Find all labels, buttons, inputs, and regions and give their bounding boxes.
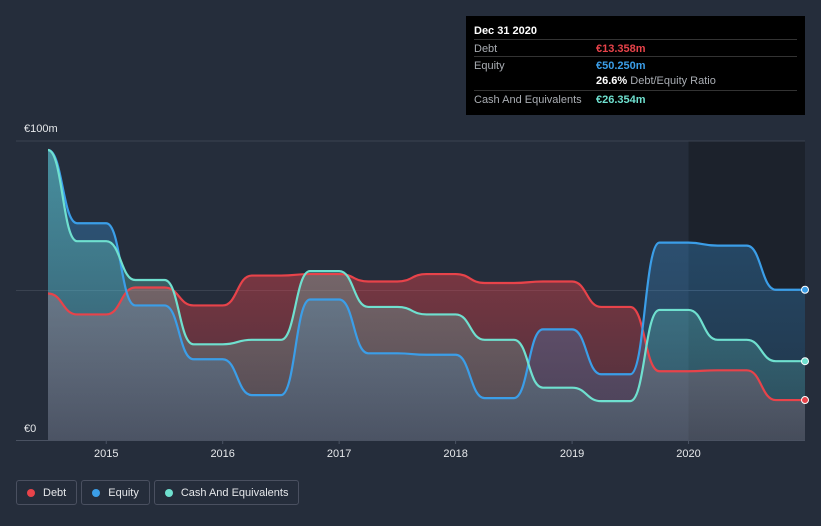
x-tick-label: 2018 <box>443 448 467 460</box>
tooltip-equity-value: €50.250m <box>596 60 646 72</box>
cash-area <box>48 149 805 440</box>
debt-dot-icon <box>27 488 35 497</box>
cash-dot-icon <box>164 488 173 497</box>
legend-cash-label: Cash And Equivalents <box>180 486 289 499</box>
debt-line <box>47 272 805 402</box>
legend-item-cash[interactable]: Cash And Equivalents <box>153 480 300 505</box>
debt-endpoint <box>801 396 809 405</box>
tooltip-debt-value: €13.358m <box>596 43 646 55</box>
equity-endpoint <box>801 285 809 294</box>
legend-item-equity[interactable]: Equity <box>81 480 150 505</box>
tooltip-equity-label: Equity <box>474 60 505 72</box>
y-tick-label: €0 <box>24 423 36 435</box>
x-tick-label: 2015 <box>94 448 118 460</box>
data-tooltip: Dec 31 2020 Debt €13.358m Equity €50.250… <box>466 16 805 115</box>
tooltip-row-debt: Debt €13.358m <box>474 39 797 56</box>
tooltip-cash-label: Cash And Equivalents <box>474 94 582 106</box>
legend-debt-label: Debt <box>43 486 67 499</box>
x-tick-label: 2020 <box>676 448 700 460</box>
legend-equity-label: Equity <box>108 486 139 499</box>
tooltip-date: Dec 31 2020 <box>474 25 537 37</box>
legend-item-debt[interactable]: Debt <box>16 480 78 505</box>
equity-line <box>47 148 805 400</box>
tooltip-cash-value: €26.354m <box>596 94 646 106</box>
x-tick-label: 2019 <box>560 448 584 460</box>
chart-legend: Debt Equity Cash And Equivalents <box>16 480 300 506</box>
equity-dot-icon <box>92 488 101 497</box>
cash-endpoint <box>801 357 809 366</box>
x-tick-label: 2016 <box>210 448 234 460</box>
tooltip-ratio-value: 26.6% <box>596 75 628 87</box>
tooltip-row-equity: Equity €50.250m <box>474 56 797 73</box>
tooltip-row-cash: Cash And Equivalents €26.354m <box>474 90 797 107</box>
tooltip-ratio: 26.6% Debt/Equity Ratio <box>596 75 716 87</box>
cash-line <box>47 148 805 403</box>
tooltip-ratio-label: Debt/Equity Ratio <box>630 75 716 87</box>
tooltip-debt-label: Debt <box>474 43 498 55</box>
x-tick-label: 2017 <box>327 448 351 460</box>
y-tick-label: €100m <box>24 123 58 135</box>
